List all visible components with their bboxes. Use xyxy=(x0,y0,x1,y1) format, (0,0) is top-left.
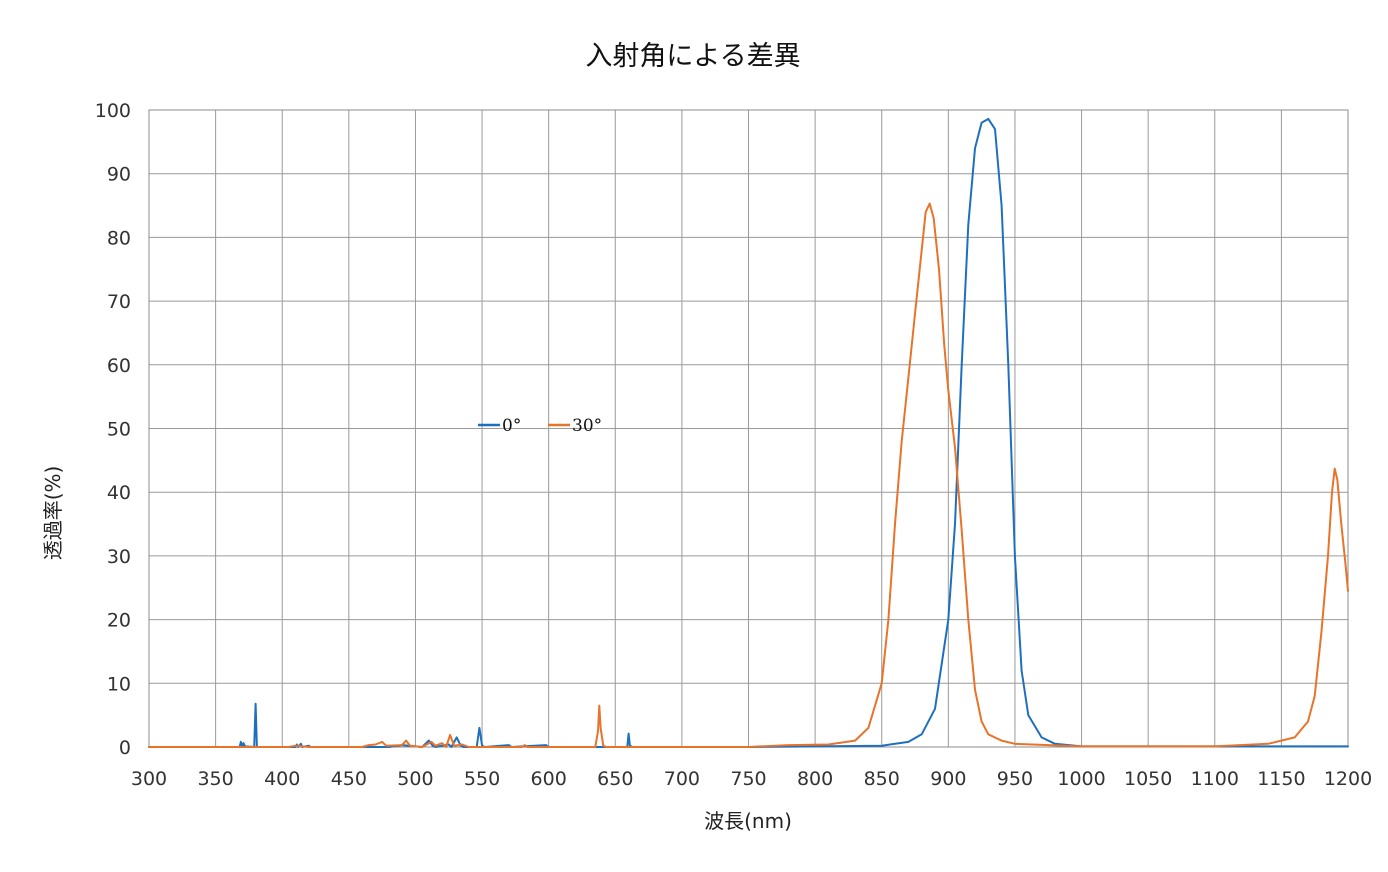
x-tick-label: 800 xyxy=(797,768,833,790)
legend-label-30deg: 30° xyxy=(572,416,602,436)
y-tick-label: 60 xyxy=(107,355,131,377)
series-lines xyxy=(148,117,1349,748)
y-axis-tick-labels: 0 10 20 30 40 50 60 70 80 90 100 xyxy=(95,100,131,759)
y-tick-label: 50 xyxy=(107,419,131,441)
y-tick-label: 80 xyxy=(107,227,131,249)
x-tick-label: 700 xyxy=(664,768,700,790)
x-tick-label: 1150 xyxy=(1257,768,1305,790)
x-tick-label: 500 xyxy=(397,768,433,790)
x-axis-tick-labels: 300 350 400 450 500 550 600 650 700 750 800 850 900 9… xyxy=(131,768,1372,790)
y-tick-label: 40 xyxy=(107,482,131,504)
x-tick-label: 1000 xyxy=(1057,768,1105,790)
x-tick-label: 750 xyxy=(730,768,766,790)
x-tick-label: 550 xyxy=(464,768,500,790)
y-axis-title: 透過率(%) xyxy=(41,466,65,561)
x-tick-label: 400 xyxy=(264,768,300,790)
x-axis-title: 波長(nm) xyxy=(704,809,792,833)
x-tick-label: 950 xyxy=(997,768,1033,790)
y-tick-label: 30 xyxy=(107,546,131,568)
y-tick-label: 100 xyxy=(95,100,131,122)
x-tick-label: 450 xyxy=(331,768,367,790)
legend-label-0deg: 0° xyxy=(502,416,521,436)
y-tick-label: 10 xyxy=(107,673,131,695)
grid xyxy=(148,109,1349,748)
series-line-1 xyxy=(148,202,1349,748)
x-tick-label: 350 xyxy=(197,768,233,790)
x-tick-label: 650 xyxy=(597,768,633,790)
x-tick-label: 1100 xyxy=(1191,768,1239,790)
x-tick-label: 1050 xyxy=(1124,768,1172,790)
y-tick-label: 20 xyxy=(107,610,131,632)
y-tick-label: 90 xyxy=(107,164,131,186)
x-tick-label: 600 xyxy=(531,768,567,790)
x-tick-label: 850 xyxy=(864,768,900,790)
chart-title: 入射角による差異 xyxy=(585,41,800,72)
x-tick-label: 900 xyxy=(930,768,966,790)
x-tick-label: 1200 xyxy=(1324,768,1372,790)
x-tick-label: 300 xyxy=(131,768,167,790)
y-tick-label: 70 xyxy=(107,291,131,313)
legend: 0° 30° xyxy=(478,416,602,436)
y-tick-label: 0 xyxy=(119,737,131,759)
